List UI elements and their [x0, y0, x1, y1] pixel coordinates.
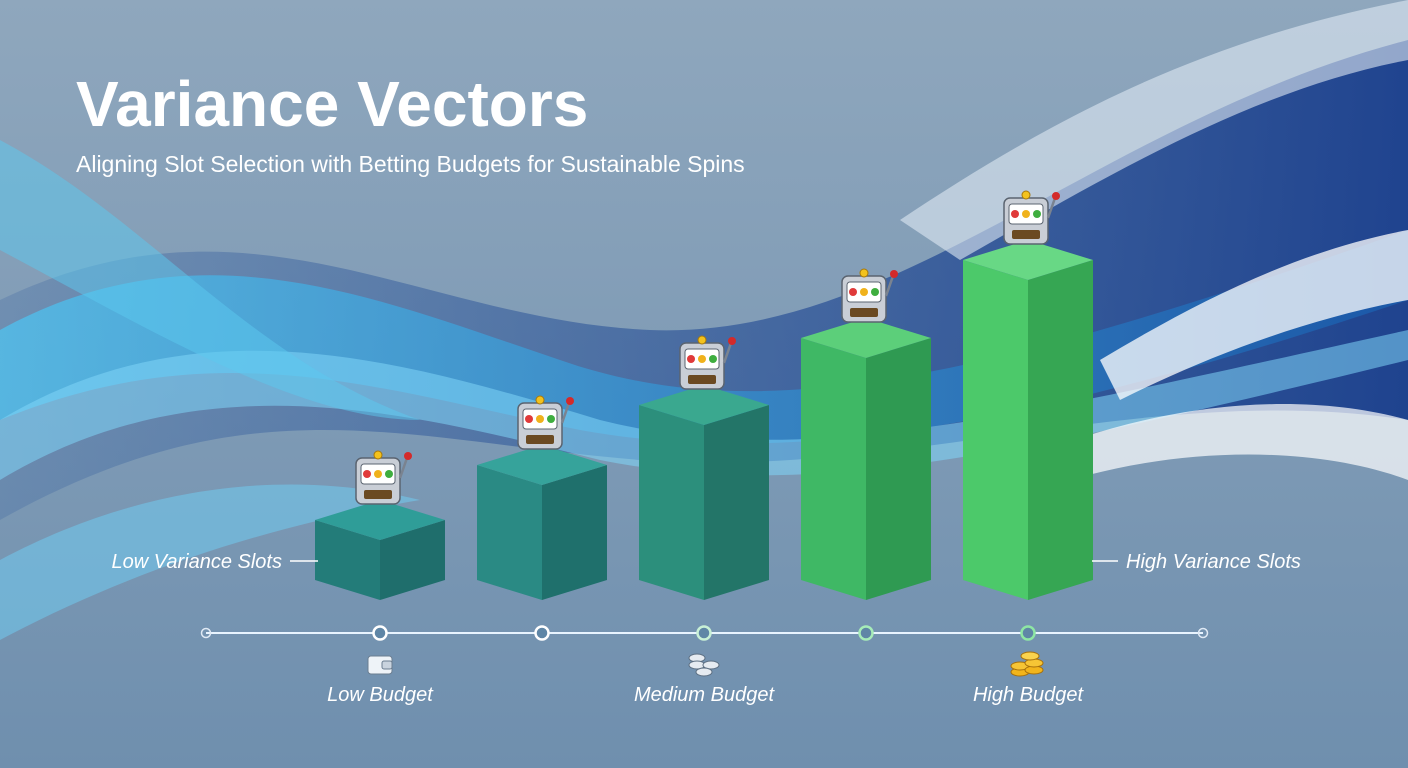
slot-lever: [884, 275, 895, 297]
timeline-dot: [696, 625, 712, 641]
bar-top-face: [963, 240, 1093, 280]
wave: [1100, 230, 1408, 400]
slot-machine-icon: [1003, 190, 1060, 245]
slot-top-coin: [535, 395, 545, 405]
slot-lever: [1046, 197, 1057, 219]
bar-block: [963, 190, 1093, 600]
slot-symbol: [374, 470, 382, 478]
bar-block: [477, 395, 607, 600]
budget-label: Low Budget: [327, 684, 434, 706]
slot-machine-icon: [517, 395, 574, 450]
timeline-dot: [534, 625, 550, 641]
slot-tray: [688, 375, 716, 384]
slot-top-coin: [373, 450, 383, 460]
wave: [1000, 404, 1408, 490]
slot-machine-icon: [841, 268, 898, 323]
bar-top-face: [315, 500, 445, 540]
timeline-dot: [1020, 625, 1036, 641]
slot-lever: [560, 402, 571, 424]
slot-top-coin: [1021, 190, 1031, 200]
slot-machine-icon: [679, 335, 736, 390]
bar-top-face: [477, 445, 607, 485]
timeline-dot: [372, 625, 388, 641]
wallet-icon: [367, 655, 393, 675]
slot-symbol: [363, 470, 371, 478]
budget-labels: Low Budget Medium Budget High Budget: [327, 684, 1084, 706]
bar-block: [639, 335, 769, 600]
bar-right-face: [542, 465, 607, 600]
bar-left-face: [639, 405, 704, 600]
slot-symbol: [709, 355, 717, 363]
bar-group: [315, 190, 1093, 600]
slot-lever: [722, 342, 733, 364]
slot-symbol: [849, 288, 857, 296]
timeline-end: [200, 627, 212, 639]
slot-symbol: [385, 470, 393, 478]
slot-tray: [526, 435, 554, 444]
slot-symbol: [698, 355, 706, 363]
slot-symbol: [1033, 210, 1041, 218]
bar-right-face: [1028, 260, 1093, 600]
slot-symbol: [536, 415, 544, 423]
bar-top-face: [639, 385, 769, 425]
bar-right-face: [866, 338, 931, 600]
budget-label: High Budget: [973, 684, 1085, 706]
bar-left-face: [477, 465, 542, 600]
slot-tray: [364, 490, 392, 499]
slot-tray: [1012, 230, 1040, 239]
wave: [0, 484, 420, 640]
bar-top-face: [801, 318, 931, 358]
bar-block: [315, 450, 445, 600]
slot-top-coin: [859, 268, 869, 278]
slot-lever: [398, 457, 409, 479]
slot-top-coin: [697, 335, 707, 345]
axis-label: High Variance Slots: [1126, 551, 1301, 573]
slot-symbol: [1011, 210, 1019, 218]
bar-right-face: [380, 520, 445, 600]
slot-lever-knob: [1052, 192, 1060, 200]
slot-tray: [850, 308, 878, 317]
timeline-dots: [200, 625, 1209, 641]
slot-lever-knob: [728, 337, 736, 345]
timeline-end: [1197, 627, 1209, 639]
title: Variance Vectors: [76, 68, 588, 140]
slot-symbol: [687, 355, 695, 363]
bar-block: [801, 268, 931, 600]
slot-symbol: [860, 288, 868, 296]
slot-machine-icon: [355, 450, 412, 505]
bar-left-face: [315, 520, 380, 600]
slot-lever-knob: [566, 397, 574, 405]
bar-left-face: [801, 338, 866, 600]
gold-coins-icon: [1010, 651, 1044, 677]
coins-icon: [688, 653, 720, 677]
bar-left-face: [963, 260, 1028, 600]
slot-symbol: [525, 415, 533, 423]
subtitle: Aligning Slot Selection with Betting Bud…: [76, 151, 745, 177]
axis-label: Low Variance Slots: [112, 551, 282, 573]
timeline-dot: [858, 625, 874, 641]
wave: [0, 330, 1408, 480]
slot-lever-knob: [404, 452, 412, 460]
slot-symbol: [547, 415, 555, 423]
slot-lever-knob: [890, 270, 898, 278]
bar-right-face: [704, 405, 769, 600]
slot-symbol: [1022, 210, 1030, 218]
budget-label: Medium Budget: [634, 684, 776, 706]
slot-symbol: [871, 288, 879, 296]
wave: [0, 140, 420, 420]
